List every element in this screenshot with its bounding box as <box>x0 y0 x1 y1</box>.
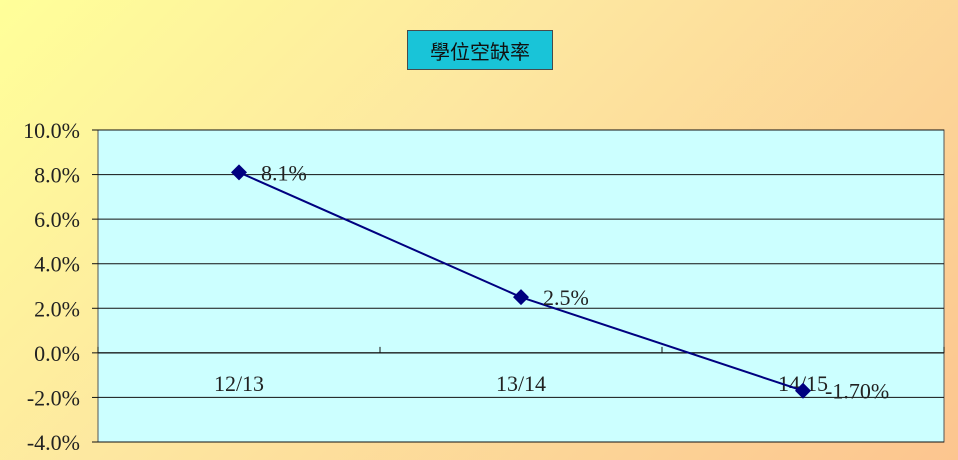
y-tick-label: 0.0% <box>34 341 80 366</box>
data-label: -1.70% <box>825 379 889 404</box>
chart-title: 學位空缺率 <box>407 30 553 70</box>
y-tick-label: 4.0% <box>34 252 80 277</box>
data-label: 2.5% <box>543 285 589 310</box>
data-label: 8.1% <box>261 160 307 185</box>
data-point-marker <box>231 164 247 181</box>
x-tick-label: 13/14 <box>496 371 546 396</box>
y-tick-label: 8.0% <box>34 163 80 188</box>
y-tick-label: 2.0% <box>34 296 80 321</box>
data-point-marker <box>795 382 811 399</box>
y-tick-label: 6.0% <box>34 207 80 232</box>
x-tick-label: 12/13 <box>214 371 264 396</box>
y-tick-label: -2.0% <box>27 385 80 410</box>
y-tick-label: 10.0% <box>23 118 80 143</box>
data-point-marker <box>513 289 529 306</box>
y-tick-label: -4.0% <box>27 430 80 455</box>
